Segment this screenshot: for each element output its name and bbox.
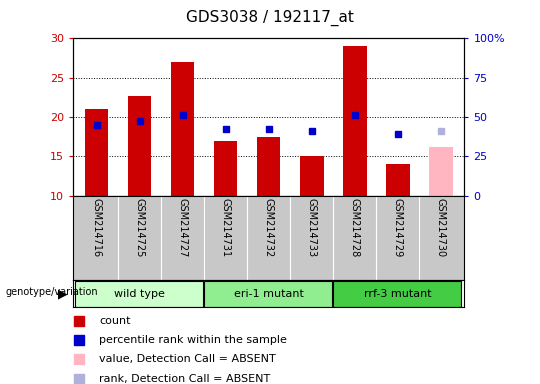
Text: GSM214732: GSM214732: [264, 199, 274, 258]
Text: GSM214728: GSM214728: [350, 199, 360, 258]
Bar: [171, 62, 194, 196]
Bar: [386, 164, 409, 196]
Bar: [128, 96, 151, 196]
Text: rank, Detection Call = ABSENT: rank, Detection Call = ABSENT: [99, 374, 271, 384]
Text: GSM214731: GSM214731: [221, 199, 231, 258]
Bar: [204, 281, 332, 307]
Bar: [333, 281, 461, 307]
Bar: [429, 147, 453, 196]
Text: GSM214727: GSM214727: [178, 199, 187, 258]
Text: value, Detection Call = ABSENT: value, Detection Call = ABSENT: [99, 354, 276, 364]
Text: GSM214725: GSM214725: [134, 199, 145, 258]
Text: GSM214730: GSM214730: [436, 199, 446, 258]
Bar: [75, 281, 203, 307]
Text: GSM214733: GSM214733: [307, 199, 316, 258]
Text: ▶: ▶: [58, 287, 68, 300]
Text: GDS3038 / 192117_at: GDS3038 / 192117_at: [186, 10, 354, 26]
Text: GSM214716: GSM214716: [92, 199, 102, 258]
Bar: [300, 157, 323, 196]
Text: eri-1 mutant: eri-1 mutant: [234, 289, 303, 299]
Text: percentile rank within the sample: percentile rank within the sample: [99, 335, 287, 345]
Text: count: count: [99, 316, 131, 326]
Bar: [257, 137, 280, 196]
Text: wild type: wild type: [114, 289, 165, 299]
Bar: [343, 46, 367, 196]
Bar: [214, 141, 238, 196]
Bar: [85, 109, 109, 196]
Text: rrf-3 mutant: rrf-3 mutant: [364, 289, 431, 299]
Text: genotype/variation: genotype/variation: [5, 287, 98, 297]
Text: GSM214729: GSM214729: [393, 199, 403, 258]
